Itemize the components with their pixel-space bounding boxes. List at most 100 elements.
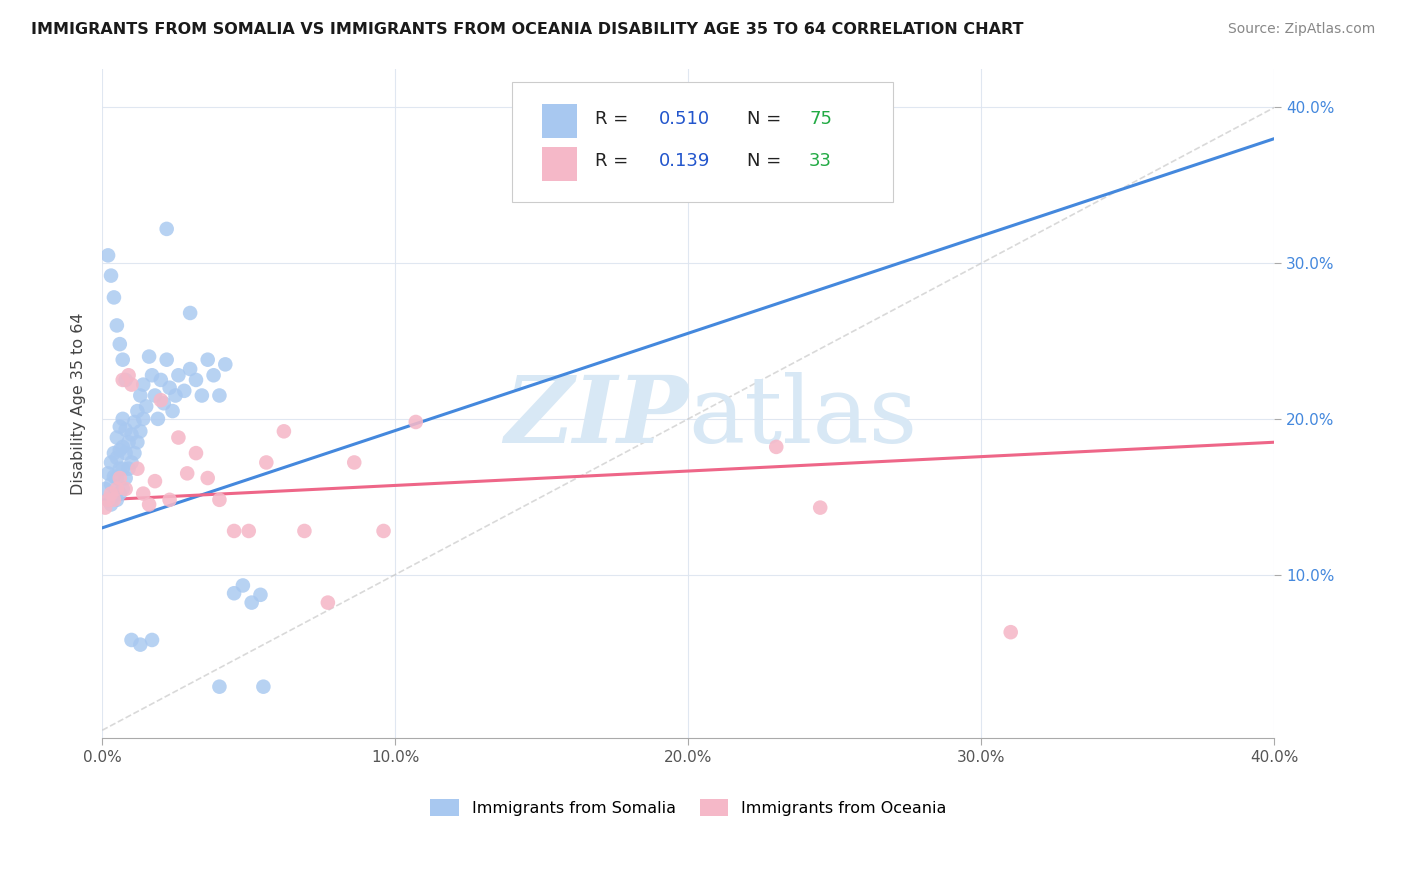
Point	[405, 415, 427, 429]
Point	[129, 425, 152, 439]
Point	[132, 412, 155, 426]
Point	[132, 486, 155, 500]
Point	[97, 492, 120, 507]
Point	[208, 388, 231, 402]
Point	[156, 222, 179, 236]
Point	[162, 404, 184, 418]
Point	[794, 170, 817, 185]
Point	[103, 469, 125, 483]
Point	[114, 423, 136, 437]
Point	[97, 467, 120, 481]
Point	[127, 461, 149, 475]
Point	[765, 440, 787, 454]
Point	[114, 373, 136, 387]
Text: 0.510: 0.510	[659, 110, 710, 128]
Point	[208, 680, 231, 694]
Point	[167, 431, 190, 445]
Point	[103, 290, 125, 304]
Point	[105, 431, 128, 445]
Legend: Immigrants from Somalia, Immigrants from Oceania: Immigrants from Somalia, Immigrants from…	[423, 793, 953, 822]
Point	[108, 471, 131, 485]
Text: 75: 75	[808, 110, 832, 128]
Point	[149, 393, 172, 408]
Point	[111, 482, 134, 496]
Point	[97, 492, 120, 507]
Text: IMMIGRANTS FROM SOMALIA VS IMMIGRANTS FROM OCEANIA DISABILITY AGE 35 TO 64 CORRE: IMMIGRANTS FROM SOMALIA VS IMMIGRANTS FR…	[31, 22, 1024, 37]
Point	[100, 498, 122, 512]
Point	[114, 482, 136, 496]
Point	[143, 388, 166, 402]
Point	[121, 632, 143, 647]
Point	[121, 377, 143, 392]
FancyBboxPatch shape	[541, 146, 576, 180]
Point	[129, 388, 152, 402]
Text: R =: R =	[595, 152, 634, 169]
Point	[124, 446, 146, 460]
Point	[114, 471, 136, 485]
Point	[167, 368, 190, 383]
Point	[135, 400, 157, 414]
Point	[105, 482, 128, 496]
Point	[343, 455, 366, 469]
Point	[373, 524, 395, 538]
Point	[184, 446, 207, 460]
Text: N =: N =	[747, 152, 787, 169]
FancyBboxPatch shape	[541, 104, 576, 138]
Point	[214, 357, 236, 371]
Point	[121, 455, 143, 469]
Point	[129, 638, 152, 652]
Text: 33: 33	[808, 152, 832, 169]
Point	[197, 471, 219, 485]
Point	[176, 467, 198, 481]
Point	[127, 435, 149, 450]
Text: Source: ZipAtlas.com: Source: ZipAtlas.com	[1227, 22, 1375, 37]
Point	[191, 388, 214, 402]
Point	[222, 524, 245, 538]
Point	[121, 427, 143, 442]
Point	[808, 500, 831, 515]
Point	[100, 268, 122, 283]
Point	[100, 486, 122, 500]
Point	[143, 474, 166, 488]
Point	[94, 500, 117, 515]
Point	[105, 471, 128, 485]
Point	[127, 404, 149, 418]
Point	[184, 373, 207, 387]
Point	[138, 498, 160, 512]
Point	[117, 461, 139, 475]
Point	[108, 419, 131, 434]
Point	[249, 588, 271, 602]
Point	[105, 450, 128, 465]
Point	[132, 377, 155, 392]
Point	[108, 442, 131, 457]
Point	[141, 368, 163, 383]
Point	[111, 352, 134, 367]
FancyBboxPatch shape	[513, 82, 893, 202]
Point	[103, 490, 125, 504]
Point	[114, 446, 136, 460]
Text: ZIP: ZIP	[505, 372, 689, 462]
Point	[108, 337, 131, 351]
Point	[240, 596, 263, 610]
Point	[1000, 625, 1022, 640]
Text: atlas: atlas	[689, 372, 918, 462]
Point	[124, 415, 146, 429]
Point	[254, 455, 277, 469]
Point	[100, 477, 122, 491]
Point	[94, 482, 117, 496]
Point	[117, 435, 139, 450]
Point	[111, 461, 134, 475]
Text: N =: N =	[747, 110, 787, 128]
Point	[159, 492, 181, 507]
Point	[149, 373, 172, 387]
Point	[208, 492, 231, 507]
Point	[179, 362, 201, 376]
Point	[152, 396, 174, 410]
Point	[197, 352, 219, 367]
Point	[111, 412, 134, 426]
Point	[146, 412, 169, 426]
Point	[273, 425, 295, 439]
Point	[117, 368, 139, 383]
Point	[103, 446, 125, 460]
Point	[97, 248, 120, 262]
